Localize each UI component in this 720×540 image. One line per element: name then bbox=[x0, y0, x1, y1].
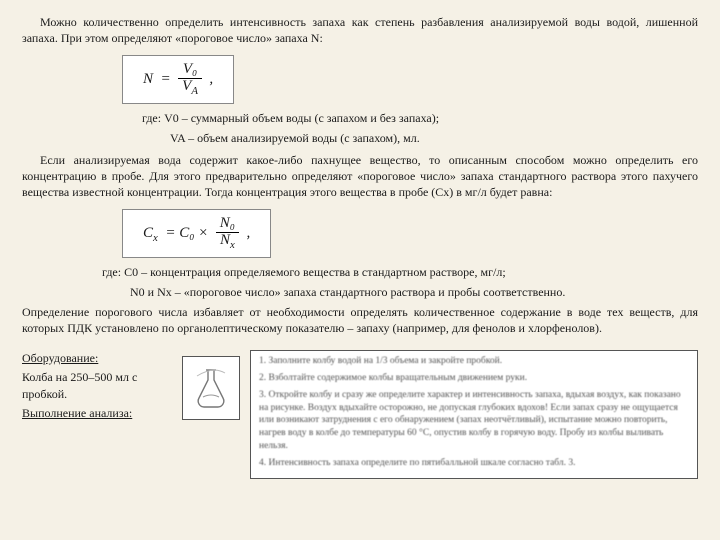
para-intro: Можно количественно определить интенсивн… bbox=[22, 14, 698, 46]
formula-n: N = V₀ VA , bbox=[122, 55, 234, 104]
f2-coef: C₀ bbox=[179, 225, 194, 241]
flask-icon bbox=[191, 366, 231, 410]
step-4: 4. Интенсивность запаха определите по пя… bbox=[259, 457, 689, 470]
f2-lhs: C bbox=[143, 225, 153, 241]
f1-num: V₀ bbox=[178, 62, 202, 79]
para-2: Если анализируемая вода содержит какое-л… bbox=[22, 152, 698, 201]
where-1a: где: V0 – суммарный объем воды (с запахо… bbox=[142, 110, 698, 126]
step-3: 3. Откройте колбу и сразу же определите … bbox=[259, 389, 689, 453]
f1-den-sub: A bbox=[191, 85, 198, 97]
f2-num: N₀ bbox=[216, 216, 239, 233]
f1-lhs: N bbox=[143, 71, 153, 87]
exec-head: Выполнение анализа: bbox=[22, 406, 132, 420]
bottom-row: Оборудование: Колба на 250–500 мл с проб… bbox=[22, 350, 698, 479]
flask-figure bbox=[182, 356, 240, 420]
where-1b: VA – объем анализируемой воды (с запахом… bbox=[170, 130, 698, 146]
f2-den: N bbox=[220, 232, 230, 248]
f2-den-sub: x bbox=[230, 239, 235, 251]
formula-cx: Cx = C₀ × N₀ Nx , bbox=[122, 209, 271, 258]
f1-den: V bbox=[182, 78, 191, 94]
equipment-block: Оборудование: Колба на 250–500 мл с проб… bbox=[22, 350, 172, 479]
equip-head: Оборудование: bbox=[22, 351, 98, 365]
where-2b: N0 и Nх – «пороговое число» запаха станд… bbox=[130, 284, 698, 300]
step-2: 2. Взболтайте содержимое колбы вращатель… bbox=[259, 372, 689, 385]
equip-line: Колба на 250–500 мл с пробкой. bbox=[22, 369, 172, 401]
f2-lhs-sub: x bbox=[153, 232, 158, 244]
steps-box: 1. Заполните колбу водой на 1/3 объема и… bbox=[250, 350, 698, 479]
para-3: Определение порогового числа избавляет о… bbox=[22, 304, 698, 336]
where-2a: где: С0 – концентрация определяемого вещ… bbox=[102, 264, 698, 280]
step-1: 1. Заполните колбу водой на 1/3 объема и… bbox=[259, 355, 689, 368]
